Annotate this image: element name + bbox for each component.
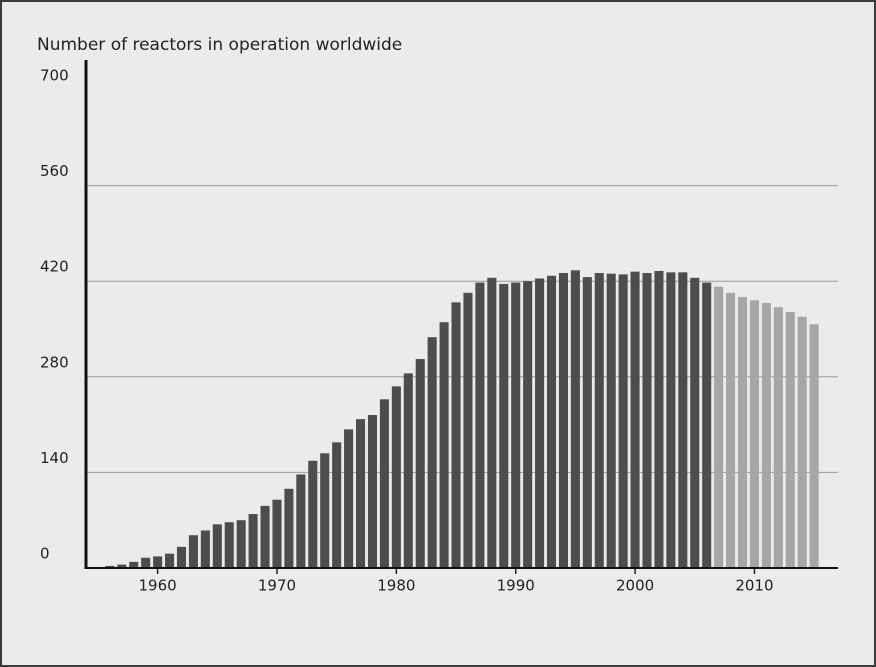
- bar: [570, 270, 580, 568]
- bar: [487, 277, 497, 568]
- bar: [475, 282, 485, 568]
- bar: [141, 557, 151, 568]
- bar: [797, 316, 807, 568]
- x-tick-label: 1960: [139, 577, 177, 595]
- bar: [546, 275, 557, 568]
- y-tick-label: 0: [40, 545, 50, 563]
- bar: [367, 415, 378, 568]
- bar: [737, 296, 748, 568]
- bar: [403, 373, 413, 568]
- bar: [188, 535, 198, 568]
- bar: [642, 273, 652, 568]
- bar: [511, 282, 521, 568]
- bar: [535, 278, 545, 568]
- bar: [129, 561, 139, 568]
- bar: [427, 337, 437, 568]
- bar: [773, 307, 783, 568]
- bar: [678, 272, 688, 568]
- bar: [379, 399, 389, 568]
- bar: [702, 282, 712, 568]
- bar: [284, 488, 294, 568]
- bar: [260, 505, 270, 568]
- bar: [809, 324, 819, 568]
- bar: [499, 283, 509, 568]
- y-tick-label: 420: [40, 258, 69, 276]
- bar: [332, 442, 342, 568]
- bar: [618, 274, 628, 568]
- bar: [415, 359, 425, 568]
- bar: [153, 556, 163, 568]
- bar: [248, 514, 258, 568]
- bar: [690, 277, 700, 568]
- y-tick-label: 560: [40, 162, 69, 180]
- bar: [630, 271, 640, 568]
- bar: [320, 453, 330, 568]
- bar: [439, 322, 449, 568]
- bar: [714, 286, 724, 568]
- bar: [594, 273, 604, 568]
- x-tick-label: 1990: [497, 577, 535, 595]
- bar: [356, 419, 366, 568]
- bar: [272, 499, 282, 568]
- bar: [200, 530, 210, 568]
- bar: [344, 429, 354, 568]
- bar: [749, 300, 759, 568]
- bar: [726, 292, 736, 568]
- bar: [212, 524, 222, 568]
- x-tick-label: 2000: [616, 577, 654, 595]
- x-tick-label: 2010: [735, 577, 773, 595]
- bar: [523, 281, 533, 568]
- bar: [785, 311, 795, 568]
- bar: [165, 553, 175, 568]
- bar: [105, 565, 115, 568]
- bar: [391, 386, 401, 568]
- x-tick-label: 1970: [258, 577, 296, 595]
- bar: [308, 460, 318, 568]
- y-tick-label: 700: [40, 67, 69, 85]
- bar: [117, 564, 127, 568]
- bar: [761, 303, 771, 568]
- x-tick-label: 1980: [377, 577, 415, 595]
- bar: [582, 277, 592, 568]
- y-tick-label: 280: [40, 353, 69, 371]
- bar: [558, 273, 568, 568]
- bar: [463, 292, 473, 568]
- y-tick-label: 140: [40, 449, 69, 467]
- bar: [654, 270, 664, 568]
- bar: [236, 520, 246, 568]
- bar: [224, 522, 234, 568]
- bar: [666, 272, 676, 568]
- bar: [451, 302, 461, 568]
- bar: [296, 474, 306, 568]
- bar: [176, 546, 187, 568]
- chart-title: Number of reactors in operation worldwid…: [37, 35, 402, 55]
- bar: [606, 273, 616, 568]
